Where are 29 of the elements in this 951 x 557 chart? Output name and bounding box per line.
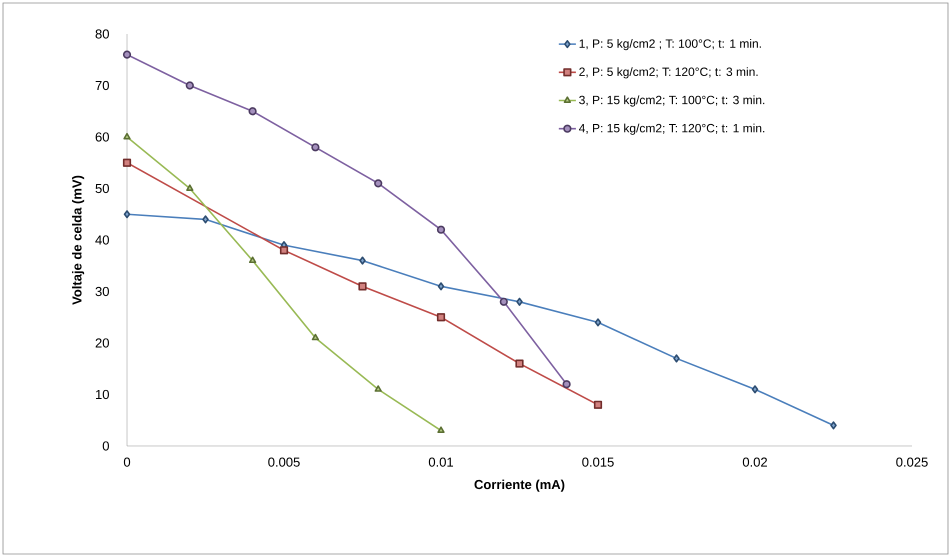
- legend-label: 4, P: 15 kg/cm2; T: 120°C; t: 1 min.: [578, 124, 764, 135]
- x-tick-label: 0.025: [896, 458, 928, 467]
- point: [436, 226, 446, 234]
- x-tick-label: 0.005: [268, 458, 300, 467]
- y-tick-label: 0: [102, 441, 109, 451]
- x-tick-label: 0.02: [742, 458, 767, 467]
- y-tick-label: 80: [96, 29, 109, 39]
- x-tick-label: 0.01: [428, 458, 454, 467]
- y-tick-label: 50: [96, 184, 109, 194]
- legend-label: 1, P: 5 kg/cm2 ; T: 100°C; t: 1 min.: [580, 39, 761, 50]
- y-tick-label: 60: [96, 132, 109, 142]
- x-tick-label: 0: [124, 458, 130, 467]
- point: [248, 107, 257, 116]
- point: [500, 298, 508, 306]
- point: [186, 81, 194, 90]
- y-tick-label: 20: [96, 338, 109, 348]
- x-tick-label: 0.015: [582, 458, 614, 467]
- point: [562, 380, 571, 388]
- y-tick-label: 10: [96, 390, 109, 400]
- x-axis-title: Corriente (mA): [474, 480, 564, 492]
- legend-label: 2, P: 5 kg/cm2; T: 120°C; t: 3 min.: [579, 67, 758, 78]
- legend-label: 3, P: 15 kg/cm2; T: 100°C; t: 3 min.: [579, 95, 764, 107]
- y-tick-label: 70: [96, 80, 109, 90]
- y-axis-title: Voltaje de celda (mV): [72, 176, 84, 305]
- point: [374, 179, 382, 188]
- point: [311, 143, 320, 152]
- point: [122, 50, 132, 59]
- y-tick-label: 40: [95, 235, 109, 245]
- y-tick-label: 30: [96, 286, 109, 296]
